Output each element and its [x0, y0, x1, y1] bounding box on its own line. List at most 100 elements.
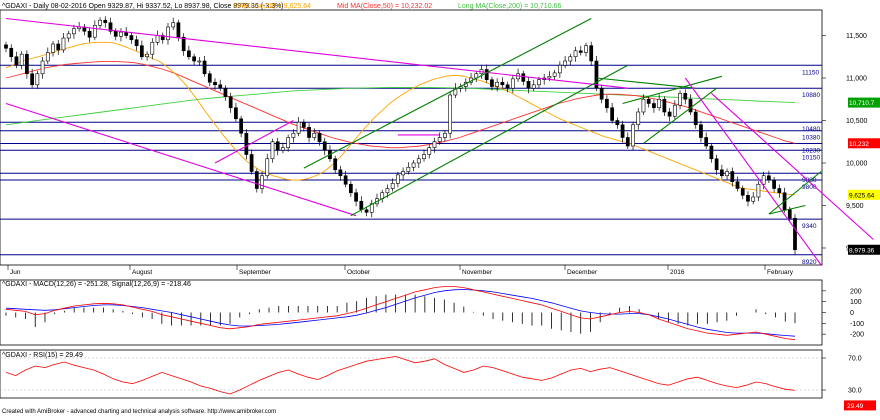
- candle-up: [547, 76, 552, 79]
- trendline: [350, 64, 629, 217]
- candle-down: [192, 56, 196, 62]
- candle-down: [620, 124, 625, 138]
- trendline: [711, 92, 874, 240]
- candle-up: [573, 50, 578, 58]
- trendline: [768, 204, 806, 215]
- candle-down: [239, 118, 243, 134]
- trendline: [303, 18, 592, 169]
- x-tick-label: November: [462, 269, 493, 276]
- candle-up: [411, 162, 416, 168]
- candle-down: [484, 69, 489, 80]
- candle-down: [359, 200, 364, 211]
- candle-down: [594, 60, 599, 89]
- x-tick-label: December: [567, 269, 598, 276]
- candle-down: [249, 154, 254, 172]
- candle-up: [406, 166, 411, 172]
- level-label: 10150: [802, 154, 820, 161]
- value-badge-label: 10,710.7: [849, 100, 875, 107]
- candle-down: [176, 22, 181, 38]
- candle-up: [385, 188, 390, 194]
- macd-line: [5, 286, 796, 341]
- trendline: [684, 77, 822, 266]
- candle-down: [505, 84, 510, 89]
- candle-down: [333, 158, 338, 171]
- candle-down: [662, 98, 667, 113]
- candle-down: [767, 175, 771, 181]
- ma20-legend: MA(Close,20) = 9,625.64: [233, 3, 311, 10]
- candle-up: [19, 53, 24, 66]
- candle-down: [730, 171, 735, 182]
- candle-down: [134, 39, 139, 46]
- candle-up: [531, 84, 536, 89]
- y-tick-label: 11,500: [846, 33, 867, 40]
- candle-down: [187, 50, 191, 58]
- rsi-value-badge: [844, 400, 876, 411]
- candle-down: [30, 73, 34, 86]
- value-badge-label: 10,232: [849, 141, 869, 148]
- candle-down: [244, 132, 249, 155]
- candle-down: [129, 35, 134, 41]
- candle-up: [756, 183, 761, 198]
- ma50-legend: Mid MA(Close,50) = 10,232.02: [337, 3, 432, 10]
- candle-down: [108, 22, 113, 32]
- value-badge: [848, 97, 880, 108]
- value-badge: [848, 138, 880, 149]
- candle-up: [672, 104, 677, 117]
- candle-up: [636, 111, 641, 126]
- candle-up: [568, 56, 573, 62]
- trendline: [5, 17, 628, 89]
- candle-up: [61, 37, 66, 51]
- candle-down: [683, 93, 688, 100]
- signal-line: [5, 289, 796, 337]
- candle-up: [416, 158, 421, 164]
- candle-down: [56, 43, 61, 51]
- candle-up: [761, 175, 766, 185]
- candle-down: [14, 56, 19, 66]
- candle-down: [599, 87, 604, 100]
- candle-up: [281, 147, 285, 151]
- candle-down: [777, 188, 782, 194]
- level-label: 9800: [802, 184, 817, 191]
- candle-down: [275, 141, 280, 151]
- value-badge-label: 8,979.36: [849, 247, 875, 254]
- candle-down: [688, 98, 693, 113]
- candle-up: [537, 79, 541, 86]
- candle-up: [72, 28, 76, 35]
- ma200-legend: Long MA(Close,200) = 10,710.66: [458, 3, 561, 10]
- candle-down: [526, 81, 531, 89]
- candle-down: [202, 60, 207, 75]
- candle-down: [87, 30, 92, 38]
- candle-up: [296, 121, 301, 134]
- macd-pane-title: ^GDAXI - MACD(12,26) = -251.28, Signal(1…: [2, 281, 191, 288]
- candle-down: [25, 53, 29, 75]
- macd-y-tick-label: 200: [850, 288, 862, 295]
- candle-down: [719, 169, 724, 177]
- price-pane-title: ^GDAXI - Daily 08-02-2016 Open 9329.87, …: [2, 3, 284, 10]
- candle-up: [396, 174, 400, 184]
- y-tick-label: 11,000: [846, 76, 867, 83]
- candle-down: [735, 181, 740, 189]
- x-tick-label: October: [347, 269, 371, 276]
- candle-down: [364, 209, 369, 213]
- value-badge: [848, 244, 880, 255]
- candle-down: [746, 195, 750, 202]
- candle-down: [521, 73, 526, 82]
- candle-up: [171, 22, 176, 28]
- candle-up: [557, 64, 562, 74]
- candle-up: [437, 137, 442, 143]
- y-tick-label: 9,500: [846, 203, 864, 210]
- level-label: 10880: [802, 92, 820, 99]
- candle-up: [155, 35, 160, 43]
- candle-up: [197, 60, 202, 63]
- candle-down: [223, 87, 228, 97]
- candle-up: [510, 78, 515, 89]
- candle-up: [291, 132, 296, 138]
- candle-down: [348, 183, 353, 194]
- candle-down: [490, 79, 494, 87]
- price-pane: Jun August September October November Decembe…: [0, 9, 880, 276]
- candle-up: [453, 87, 458, 96]
- macd-y-tick-label: -100: [850, 321, 864, 328]
- level-label: 10380: [802, 135, 820, 142]
- x-tick-label: February: [767, 269, 794, 276]
